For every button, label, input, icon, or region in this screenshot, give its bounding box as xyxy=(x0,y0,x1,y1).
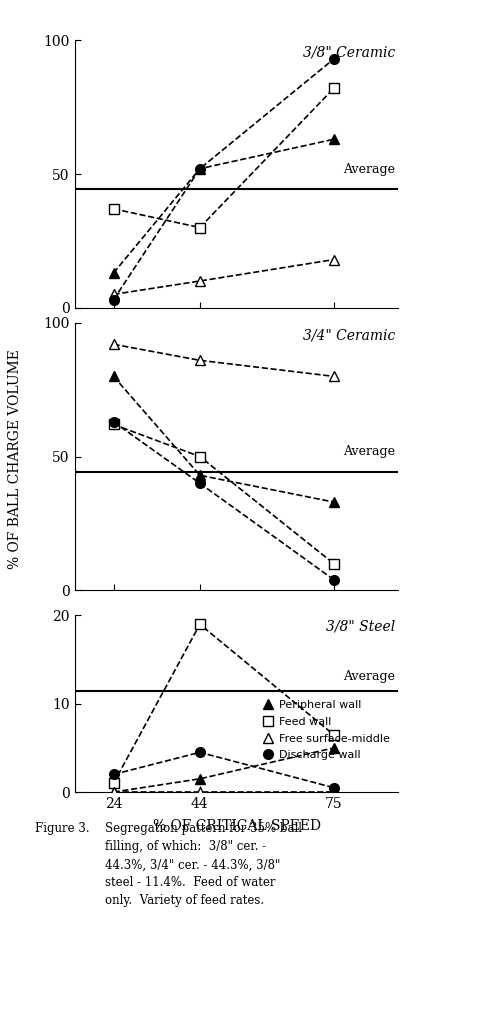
Text: 3/8" Steel: 3/8" Steel xyxy=(326,619,395,633)
X-axis label: % OF CRITICAL SPEED: % OF CRITICAL SPEED xyxy=(152,819,321,833)
Text: 3/8" Ceramic: 3/8" Ceramic xyxy=(303,45,395,60)
Text: % OF BALL CHARGE VOLUME: % OF BALL CHARGE VOLUME xyxy=(8,349,22,569)
Legend: Peripheral wall, Feed wall, Free surface-middle, Discharge wall: Peripheral wall, Feed wall, Free surface… xyxy=(258,697,393,764)
Text: Average: Average xyxy=(343,162,395,176)
Text: Average: Average xyxy=(343,445,395,458)
Text: 3/4" Ceramic: 3/4" Ceramic xyxy=(303,328,395,342)
Text: Average: Average xyxy=(343,670,395,682)
Text: Segregation pattern for 35% ball
filling, of which:  3/8" cer. -
44.3%, 3/4" cer: Segregation pattern for 35% ball filling… xyxy=(105,822,302,907)
Text: Figure 3.: Figure 3. xyxy=(35,822,90,835)
